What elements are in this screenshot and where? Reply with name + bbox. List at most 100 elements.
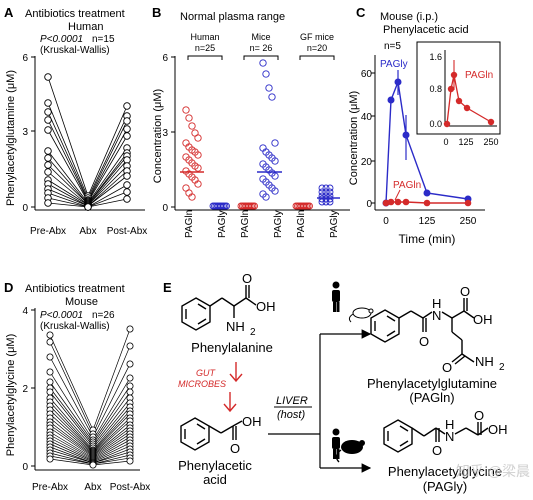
inset-pagln-point bbox=[463, 104, 471, 112]
data-point bbox=[123, 188, 131, 196]
pagly-atom-n: N bbox=[445, 429, 454, 444]
pagly-point bbox=[322, 198, 330, 206]
panel-c-label-pagln: PAGln bbox=[393, 180, 421, 191]
phenylalanine-atom-oh: OH bbox=[256, 299, 276, 314]
panel-c-inset-line bbox=[443, 60, 495, 128]
pagly-point bbox=[326, 184, 334, 192]
pagly-point bbox=[262, 193, 270, 201]
panel-d-ytick-2: 2 bbox=[22, 384, 28, 395]
data-point bbox=[123, 125, 131, 133]
panel-c-title: Mouse (i.p.) bbox=[380, 11, 438, 23]
panel-letter-b: B bbox=[152, 5, 161, 20]
panel-c-ytick-0: 0 bbox=[366, 199, 372, 210]
pagly-point bbox=[318, 188, 326, 196]
pagly-atom-o1: O bbox=[432, 443, 442, 458]
pagly-point bbox=[318, 184, 326, 192]
pagly-point bbox=[223, 202, 230, 210]
panel-a: A Antibiotics treatment Human P<0.0001 n… bbox=[4, 5, 147, 237]
pagln-abbr: (PAGln) bbox=[409, 390, 454, 405]
data-point bbox=[44, 147, 52, 155]
pagln-point bbox=[387, 198, 395, 206]
panel-b-title: Normal plasma range bbox=[180, 11, 285, 23]
panel-letter-d: D bbox=[4, 280, 13, 295]
data-point bbox=[126, 388, 134, 396]
pagly-point bbox=[262, 70, 270, 78]
panel-a-ytick-0: 0 bbox=[22, 203, 28, 214]
panel-d-xtick-post: Post-Abx bbox=[110, 482, 151, 493]
data-point bbox=[44, 154, 52, 162]
data-point bbox=[123, 132, 131, 140]
data-point bbox=[84, 203, 92, 211]
panel-a-xtick-abx: Abx bbox=[79, 226, 96, 237]
pagln-point bbox=[306, 202, 313, 210]
pagly-atom-oh: OH bbox=[488, 422, 508, 437]
data-point bbox=[46, 338, 54, 346]
panel-b-xtick-5: PAGln bbox=[296, 210, 307, 238]
panel-b-xtick-3: PAGln bbox=[240, 210, 251, 238]
pagln-name: Phenylacetylglutamine bbox=[367, 376, 497, 391]
panel-a-test: (Kruskal-Wallis) bbox=[40, 45, 110, 56]
pagly-point bbox=[271, 157, 279, 165]
panel-b-ytick-3: 3 bbox=[162, 128, 168, 139]
inset-xtick-250: 250 bbox=[483, 137, 498, 147]
panel-d-paired-lines bbox=[46, 325, 134, 469]
pagln-point bbox=[194, 151, 202, 159]
panel-b-group-human: Human bbox=[190, 32, 219, 42]
pagln-structure bbox=[370, 298, 475, 365]
data-point bbox=[126, 374, 134, 382]
panel-c-n: n=5 bbox=[384, 41, 401, 52]
inset-pagln-point bbox=[455, 97, 463, 105]
data-point bbox=[46, 455, 54, 463]
panel-d-test: (Kruskal-Wallis) bbox=[40, 321, 110, 332]
panel-d-xtick-abx: Abx bbox=[84, 482, 101, 493]
panel-c-subtitle: Phenylacetic acid bbox=[383, 24, 469, 36]
panel-b-ylabel: Concentration (μM) bbox=[152, 89, 164, 183]
gut-label: GUT bbox=[196, 368, 217, 378]
inset-ytick-16: 1.6 bbox=[429, 52, 442, 62]
host-label: (host) bbox=[277, 409, 305, 421]
phenylalanine-structure bbox=[181, 285, 257, 331]
panel-b-xtick-1: PAGln bbox=[184, 210, 195, 238]
data-point bbox=[44, 126, 52, 134]
data-point bbox=[46, 331, 54, 339]
liver-label: LIVER bbox=[276, 395, 308, 407]
panel-c-xtick-125: 125 bbox=[419, 216, 436, 227]
inset-pagln-point bbox=[487, 118, 495, 126]
pagln-atom-o2: O bbox=[460, 284, 470, 299]
pagly-point bbox=[326, 188, 334, 196]
data-point bbox=[44, 116, 52, 124]
pagln-point bbox=[402, 198, 410, 206]
panel-b: B Normal plasma range Concentration (μM)… bbox=[152, 5, 350, 238]
panel-d-pvalue: P<0.0001 bbox=[40, 310, 83, 321]
inset-xtick-0: 0 bbox=[443, 137, 448, 147]
data-point bbox=[123, 181, 131, 189]
panel-b-group-human-n: n=25 bbox=[195, 43, 215, 53]
inset-xtick-125: 125 bbox=[458, 137, 473, 147]
data-point bbox=[126, 325, 134, 333]
pagln-point bbox=[194, 180, 202, 188]
phenylalanine-atom-nh: NH bbox=[226, 319, 245, 334]
panel-d-subtitle: Mouse bbox=[65, 296, 98, 308]
data-point bbox=[44, 99, 52, 107]
pagly-atom-h: H bbox=[445, 417, 454, 432]
pagly-point bbox=[265, 84, 273, 92]
pagly-structure bbox=[383, 419, 489, 453]
inset-ytick-0: 0.0 bbox=[429, 119, 442, 129]
pagln-point bbox=[251, 202, 258, 210]
panel-a-ytick-3: 3 bbox=[22, 127, 28, 138]
panel-letter-a: A bbox=[4, 5, 14, 20]
panel-a-paired-lines bbox=[44, 73, 131, 211]
pagln-atom-nh2: NH bbox=[475, 354, 494, 369]
data-point bbox=[44, 161, 52, 169]
panel-d-title: Antibiotics treatment bbox=[25, 283, 125, 295]
phenylacetic-name-2: acid bbox=[203, 472, 227, 487]
pagln-point bbox=[464, 199, 472, 207]
pagln-point bbox=[382, 199, 390, 207]
pagly-point bbox=[322, 184, 330, 192]
panel-a-subtitle: Human bbox=[68, 21, 103, 33]
data-point bbox=[44, 199, 52, 207]
pagly-abbr: (PAGly) bbox=[423, 479, 468, 494]
panel-c-ytick-40: 40 bbox=[361, 112, 373, 123]
inset-ytick-08: 0.8 bbox=[429, 84, 442, 94]
pagln-point bbox=[188, 193, 196, 201]
